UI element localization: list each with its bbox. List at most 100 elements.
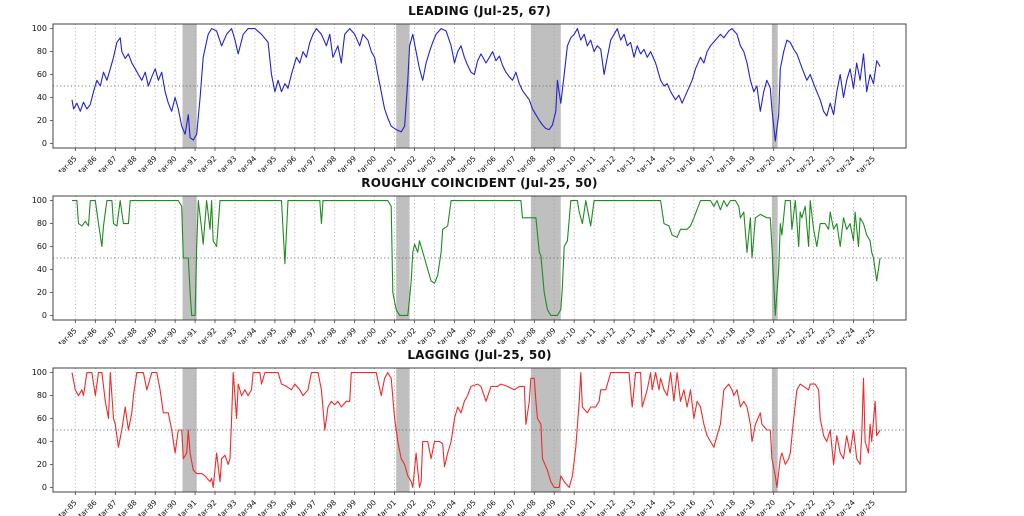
recession-band [771, 196, 778, 320]
x-tick-label: Mar-17 [693, 498, 718, 516]
x-tick-label: Mar-87 [94, 498, 119, 516]
x-tick-label: Mar-93 [214, 154, 239, 172]
x-tick-label: Mar-13 [613, 326, 638, 344]
x-tick-label: Mar-88 [114, 326, 139, 344]
y-tick-label: 0 [42, 139, 47, 148]
x-tick-label: Mar-89 [134, 154, 159, 172]
x-tick-label: Mar-91 [174, 498, 199, 516]
x-tick-label: Mar-93 [214, 326, 239, 344]
x-tick-label: Mar-18 [713, 326, 738, 344]
x-tick-label: Mar-85 [54, 154, 79, 172]
x-tick-label: Mar-06 [473, 154, 498, 172]
x-tick-label: Mar-12 [593, 498, 618, 516]
x-tick-label: Mar-25 [852, 326, 877, 344]
chart-coincident: ROUGHLY COINCIDENT (Jul-25, 50) Mar-85 Ma… [0, 172, 1024, 344]
x-tick-label: Mar-07 [493, 498, 518, 516]
y-tick-label: 60 [37, 242, 47, 251]
y-tick-label: 60 [37, 414, 47, 423]
x-tick-label: Mar-15 [653, 498, 678, 516]
series-line-leading [71, 28, 881, 142]
x-tick-label: Mar-91 [174, 326, 199, 344]
x-tick-label: Mar-04 [433, 326, 458, 344]
x-tick-label: Mar-93 [214, 498, 239, 516]
x-tick-label: Mar-23 [812, 326, 837, 344]
x-tick-label: Mar-98 [313, 326, 338, 344]
x-tick-label: Mar-09 [533, 326, 558, 344]
series-line-coincident [72, 200, 881, 316]
x-tick-label: Mar-00 [353, 498, 378, 516]
x-tick-label: Mar-23 [812, 498, 837, 516]
x-tick-label: Mar-94 [234, 498, 259, 516]
x-tick-label: Mar-13 [613, 154, 638, 172]
chart-title-coincident: ROUGHLY COINCIDENT (Jul-25, 50) [361, 176, 598, 190]
x-tick-label: Mar-14 [633, 154, 658, 172]
x-tick-label: Mar-24 [832, 498, 857, 516]
x-tick-label: Mar-96 [274, 326, 299, 344]
x-tick-label: Mar-24 [832, 154, 857, 172]
x-tick-label: Mar-10 [553, 498, 578, 516]
x-tick-label: Mar-95 [254, 326, 279, 344]
x-tick-label: Mar-16 [673, 326, 698, 344]
x-tick-label: Mar-21 [772, 154, 797, 172]
x-tick-label: Mar-88 [114, 154, 139, 172]
x-tick-label: Mar-13 [613, 498, 638, 516]
x-tick-label: Mar-86 [74, 326, 99, 344]
x-tick-label: Mar-06 [473, 498, 498, 516]
x-tick-label: Mar-21 [772, 326, 797, 344]
y-tick-label: 40 [37, 93, 47, 102]
y-tick-label: 100 [32, 24, 47, 33]
y-tick-label: 0 [42, 483, 47, 492]
x-tick-label: Mar-99 [333, 498, 358, 516]
x-tick-label: Mar-87 [94, 326, 119, 344]
x-tick-label: Mar-02 [393, 498, 418, 516]
chart-lagging: LAGGING (Jul-25, 50) Mar-85 Mar-86 Mar-87 M… [0, 344, 1024, 516]
x-tick-label: Mar-11 [573, 326, 598, 344]
x-tick-label: Mar-22 [792, 498, 817, 516]
x-tick-label: Mar-10 [553, 154, 578, 172]
x-tick-label: Mar-18 [713, 154, 738, 172]
x-tick-label: Mar-18 [713, 498, 738, 516]
recession-band [771, 24, 778, 148]
x-tick-label: Mar-24 [832, 326, 857, 344]
y-tick-label: 100 [32, 368, 47, 377]
x-tick-label: Mar-22 [792, 326, 817, 344]
recession-band [182, 368, 197, 492]
x-tick-label: Mar-03 [413, 154, 438, 172]
x-tick-label: Mar-19 [733, 498, 758, 516]
x-tick-label: Mar-09 [533, 154, 558, 172]
recession-band [771, 368, 778, 492]
x-tick-label: Mar-07 [493, 154, 518, 172]
x-tick-label: Mar-08 [513, 498, 538, 516]
x-tick-label: Mar-99 [333, 326, 358, 344]
x-tick-label: Mar-02 [393, 154, 418, 172]
x-tick-label: Mar-98 [313, 498, 338, 516]
x-tick-label: Mar-02 [393, 326, 418, 344]
x-tick-label: Mar-89 [134, 498, 159, 516]
x-tick-label: Mar-01 [373, 326, 398, 344]
x-tick-label: Mar-12 [593, 326, 618, 344]
x-tick-label: Mar-19 [733, 154, 758, 172]
x-tick-label: Mar-15 [653, 154, 678, 172]
recession-band [182, 24, 197, 148]
x-tick-label: Mar-90 [154, 498, 179, 516]
x-tick-label: Mar-25 [852, 154, 877, 172]
x-tick-label: Mar-19 [733, 326, 758, 344]
x-tick-label: Mar-01 [373, 498, 398, 516]
y-tick-label: 80 [37, 47, 47, 56]
x-tick-label: Mar-91 [174, 154, 199, 172]
x-tick-label: Mar-86 [74, 498, 99, 516]
x-tick-label: Mar-92 [194, 498, 219, 516]
x-tick-label: Mar-11 [573, 498, 598, 516]
x-tick-label: Mar-89 [134, 326, 159, 344]
x-tick-label: Mar-15 [653, 326, 678, 344]
plot-frame [52, 23, 907, 149]
x-tick-label: Mar-94 [234, 154, 259, 172]
x-tick-label: Mar-05 [453, 154, 478, 172]
y-tick-label: 80 [37, 219, 47, 228]
x-tick-label: Mar-94 [234, 326, 259, 344]
x-tick-label: Mar-07 [493, 326, 518, 344]
x-tick-label: Mar-21 [772, 498, 797, 516]
x-tick-label: Mar-14 [633, 498, 658, 516]
y-tick-label: 100 [32, 196, 47, 205]
x-tick-label: Mar-05 [453, 326, 478, 344]
